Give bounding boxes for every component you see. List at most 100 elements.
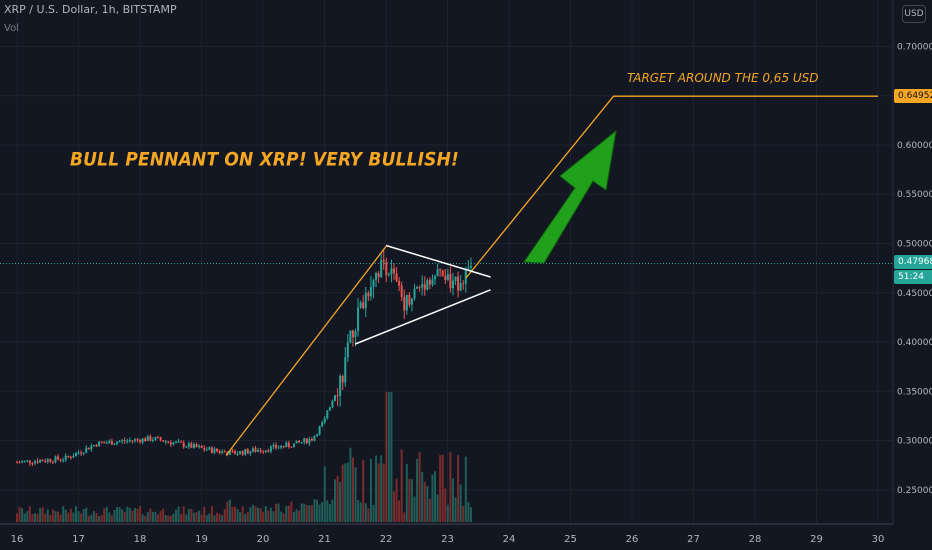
volume-bar <box>167 515 170 522</box>
candle-body <box>175 441 178 443</box>
volume-bar <box>144 515 147 522</box>
grid-lines <box>0 0 893 524</box>
volume-bar <box>310 505 313 522</box>
candle-body <box>346 342 349 358</box>
volume-bar <box>444 488 447 522</box>
candle-body <box>449 274 452 289</box>
candle-body <box>31 463 34 465</box>
volume-bar <box>16 513 18 522</box>
candle-body <box>369 286 372 297</box>
volume-bar <box>231 506 234 522</box>
volume-bar <box>185 514 188 522</box>
candle-body <box>336 395 339 397</box>
volume-bar <box>367 508 370 522</box>
volume-bar <box>364 503 367 522</box>
symbol-title[interactable]: XRP / U.S. Dollar, 1h, BITSTAMP <box>4 3 177 16</box>
volume-bar <box>292 511 295 522</box>
candle-body <box>49 459 52 462</box>
volume-bar <box>413 496 416 522</box>
volume-bar <box>269 507 272 522</box>
volume-bar <box>259 508 262 522</box>
candle-body <box>208 447 211 450</box>
candle-body <box>341 375 344 383</box>
volume-bar <box>421 472 424 522</box>
candle-body <box>51 461 54 463</box>
volume-bar <box>23 513 26 522</box>
candle-body <box>439 269 442 271</box>
candle-body <box>92 444 95 446</box>
candle-body <box>259 450 262 452</box>
volume-bar <box>46 509 49 522</box>
candle-body <box>257 450 260 452</box>
volume-bar <box>382 463 385 522</box>
candle-body <box>151 439 154 441</box>
candle-body <box>287 442 290 447</box>
candle-body <box>254 448 257 452</box>
candle-body <box>405 294 408 311</box>
volume-bar <box>113 509 116 522</box>
candle-body <box>221 451 224 453</box>
candle-body <box>459 283 462 291</box>
volume-bar <box>403 512 406 522</box>
candle-body <box>169 442 172 445</box>
volume-indicator-label[interactable]: Vol <box>4 23 19 34</box>
candle-body <box>308 439 311 444</box>
volume-bar <box>213 515 216 522</box>
volume-bar <box>103 508 106 522</box>
candle-body <box>323 418 326 423</box>
candle-body <box>385 261 388 276</box>
candle-body <box>157 437 160 439</box>
target-annotation[interactable]: TARGET AROUND THE 0,65 USD <box>627 71 819 85</box>
candle-body <box>110 441 113 445</box>
volume-bar <box>136 508 139 522</box>
volume-bar <box>257 507 260 522</box>
candle-body <box>87 447 90 450</box>
volume-bar <box>416 458 419 522</box>
currency-button[interactable]: USD <box>902 5 926 23</box>
candle-body <box>200 446 203 448</box>
volume-bar <box>380 455 383 522</box>
candle-body <box>133 439 136 441</box>
volume-bar <box>18 507 21 522</box>
volume-bar <box>395 478 398 522</box>
price-tick-label: 0.60000 <box>897 141 932 151</box>
candle-body <box>328 407 331 411</box>
candle-body <box>210 447 213 453</box>
volume-bar <box>108 512 111 522</box>
candle-body <box>146 436 149 441</box>
volume-bar <box>326 500 329 522</box>
candle-body <box>382 260 385 262</box>
time-tick-label: 20 <box>257 534 270 545</box>
volume-bar <box>308 505 311 522</box>
candle-body <box>318 426 321 435</box>
volume-bar <box>226 501 229 522</box>
volume-bar <box>431 474 434 522</box>
headline-annotation[interactable]: BULL PENNANT ON XRP! VERY BULLISH! <box>70 149 460 171</box>
candles <box>16 248 472 467</box>
volume-bar <box>154 511 157 522</box>
candle-body <box>467 267 470 269</box>
candle-body <box>282 445 285 447</box>
volume-bar <box>82 509 85 522</box>
candle-body <box>113 443 116 445</box>
candle-body <box>354 331 357 338</box>
candle-body <box>159 437 162 441</box>
volume-bar <box>131 510 134 522</box>
volume-bar <box>392 491 395 522</box>
volume-bar <box>400 449 403 522</box>
volume-bar <box>346 462 349 522</box>
volume-bar <box>303 503 306 522</box>
candle-body <box>162 440 165 442</box>
volume-bar <box>126 506 129 522</box>
candle-body <box>428 280 431 285</box>
candle-body <box>36 461 39 463</box>
time-tick-label: 28 <box>749 534 762 545</box>
volume-bar <box>236 509 239 522</box>
candle-body <box>23 460 26 462</box>
volume-bar <box>362 459 365 522</box>
volume-bar <box>164 514 167 522</box>
volume-bar <box>74 506 77 522</box>
volume-bar <box>36 513 39 522</box>
candle-body <box>285 442 288 447</box>
